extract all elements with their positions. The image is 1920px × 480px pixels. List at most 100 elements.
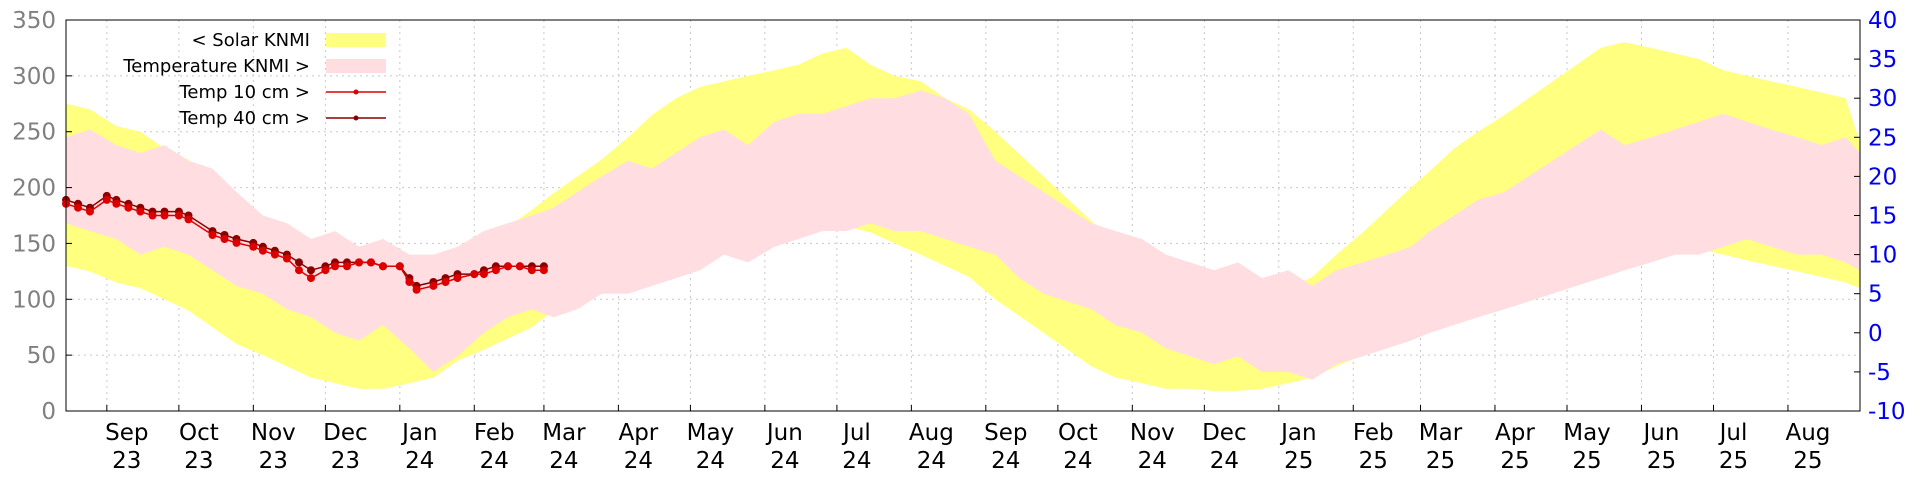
x-tick-year-label: 25 bbox=[1572, 448, 1601, 474]
left-tick-label: 100 bbox=[12, 287, 56, 313]
right-tick-label: 25 bbox=[1868, 125, 1897, 151]
x-tick-year-label: 25 bbox=[1284, 448, 1313, 474]
temp-10cm-point bbox=[258, 246, 267, 255]
x-tick-year-label: 23 bbox=[184, 448, 213, 474]
legend-swatch bbox=[326, 59, 386, 73]
temp-10cm-point bbox=[527, 266, 536, 275]
x-tick-year-label: 24 bbox=[1063, 448, 1092, 474]
x-tick-year-label: 24 bbox=[549, 448, 578, 474]
x-tick-year-label: 23 bbox=[259, 448, 288, 474]
legend-label: Temperature KNMI > bbox=[122, 56, 310, 77]
x-tick-month-label: Jan bbox=[1279, 420, 1316, 446]
x-tick-month-label: Oct bbox=[179, 420, 219, 446]
temp-10cm-point bbox=[503, 262, 512, 271]
x-tick-month-label: Apr bbox=[1495, 420, 1535, 446]
x-tick-year-label: 24 bbox=[770, 448, 799, 474]
temp-10cm-point bbox=[270, 250, 279, 259]
x-tick-year-label: 24 bbox=[1210, 448, 1239, 474]
temp-10cm-point bbox=[74, 203, 82, 212]
area-series bbox=[66, 42, 1860, 391]
temp-10cm-point bbox=[184, 215, 193, 224]
temp-10cm-point bbox=[295, 266, 303, 275]
x-tick-year-label: 24 bbox=[405, 448, 434, 474]
temp-10cm-point bbox=[102, 195, 111, 204]
right-tick-label: 40 bbox=[1868, 8, 1897, 34]
x-tick-year-label: 24 bbox=[842, 448, 871, 474]
x-tick-month-label: Jul bbox=[841, 420, 871, 446]
temp-10cm-point bbox=[441, 278, 450, 286]
x-tick-month-label: Apr bbox=[618, 420, 658, 446]
right-tick-label: 0 bbox=[1868, 321, 1883, 347]
legend-label: Temp 10 cm > bbox=[178, 82, 310, 103]
x-tick-year-label: 24 bbox=[624, 448, 653, 474]
temp-40cm-point bbox=[295, 258, 303, 267]
x-tick-month-label: Jan bbox=[400, 420, 437, 446]
right-tick-label: -10 bbox=[1868, 399, 1906, 425]
left-tick-label: 350 bbox=[12, 8, 56, 34]
legend-label: Temp 40 cm > bbox=[178, 108, 310, 129]
x-tick-year-label: 25 bbox=[1719, 448, 1748, 474]
temp-10cm-point bbox=[412, 285, 421, 294]
x-tick-year-label: 24 bbox=[991, 448, 1020, 474]
x-tick-year-label: 25 bbox=[1793, 448, 1822, 474]
x-tick-month-label: May bbox=[687, 420, 735, 446]
temp-10cm-point bbox=[453, 274, 462, 283]
right-axis-ticks: -10 -5 0 5 10 15 20 25 30 35 40 bbox=[1854, 8, 1906, 425]
x-tick-year-label: 25 bbox=[1500, 448, 1529, 474]
temp-10cm-point bbox=[491, 266, 500, 275]
temp-10cm-point bbox=[174, 211, 183, 220]
left-tick-label: 150 bbox=[12, 231, 56, 257]
temp-10cm-point bbox=[160, 211, 169, 220]
x-tick-year-label: 23 bbox=[112, 448, 141, 474]
temp-10cm-point bbox=[112, 199, 121, 208]
left-tick-label: 200 bbox=[12, 176, 56, 202]
temp-10cm-point bbox=[249, 242, 258, 251]
temp-10cm-point bbox=[86, 207, 94, 216]
x-tick-month-label: Nov bbox=[251, 420, 296, 446]
x-tick-month-label: Nov bbox=[1130, 420, 1175, 446]
right-tick-label: 30 bbox=[1868, 86, 1897, 112]
temp-10cm-point bbox=[208, 231, 217, 239]
temp-10cm-point bbox=[136, 207, 145, 216]
right-tick-label: 20 bbox=[1868, 164, 1897, 190]
temp-10cm-point bbox=[148, 211, 157, 220]
x-axis-ticks: Sep23Oct23Nov23Dec23Jan24Feb24Mar24Apr24… bbox=[105, 405, 1830, 474]
line-series bbox=[62, 191, 548, 294]
temp-10cm-point bbox=[124, 203, 133, 212]
x-tick-month-label: Mar bbox=[1419, 420, 1463, 446]
left-tick-label: 300 bbox=[12, 64, 56, 90]
left-tick-label: 250 bbox=[12, 120, 56, 146]
temp-10cm-point bbox=[331, 262, 339, 271]
x-tick-month-label: Aug bbox=[909, 420, 954, 446]
right-tick-label: 15 bbox=[1868, 204, 1897, 230]
legend-marker bbox=[353, 115, 359, 121]
x-tick-year-label: 24 bbox=[696, 448, 725, 474]
x-tick-year-label: 25 bbox=[1426, 448, 1455, 474]
x-tick-month-label: Sep bbox=[984, 420, 1027, 446]
temp-10cm-point bbox=[367, 258, 375, 267]
right-tick-label: 10 bbox=[1868, 243, 1897, 269]
temp-10cm-point bbox=[470, 270, 479, 279]
x-tick-year-label: 24 bbox=[917, 448, 946, 474]
x-tick-year-label: 24 bbox=[480, 448, 509, 474]
temp-10cm-point bbox=[405, 278, 414, 286]
right-tick-label: 35 bbox=[1868, 47, 1897, 73]
legend-marker bbox=[353, 89, 359, 95]
temp-10cm-point bbox=[321, 266, 330, 275]
temp-10cm-point bbox=[343, 262, 351, 271]
temp-10cm-point bbox=[355, 258, 363, 267]
x-tick-year-label: 23 bbox=[331, 448, 360, 474]
temp-10cm-point bbox=[220, 235, 229, 243]
x-tick-month-label: Dec bbox=[323, 420, 368, 446]
temp-10cm-point bbox=[479, 270, 488, 279]
left-axis-ticks: 0 50 100 150 200 250 300 350 bbox=[12, 8, 72, 425]
x-tick-month-label: Dec bbox=[1202, 420, 1247, 446]
x-tick-month-label: Jun bbox=[765, 420, 803, 446]
x-tick-month-label: Mar bbox=[542, 420, 586, 446]
x-tick-month-label: Jul bbox=[1718, 420, 1748, 446]
temp-10cm-point bbox=[539, 266, 548, 275]
x-tick-month-label: May bbox=[1563, 420, 1611, 446]
temp-10cm-point bbox=[307, 274, 315, 283]
x-tick-year-label: 24 bbox=[1138, 448, 1167, 474]
